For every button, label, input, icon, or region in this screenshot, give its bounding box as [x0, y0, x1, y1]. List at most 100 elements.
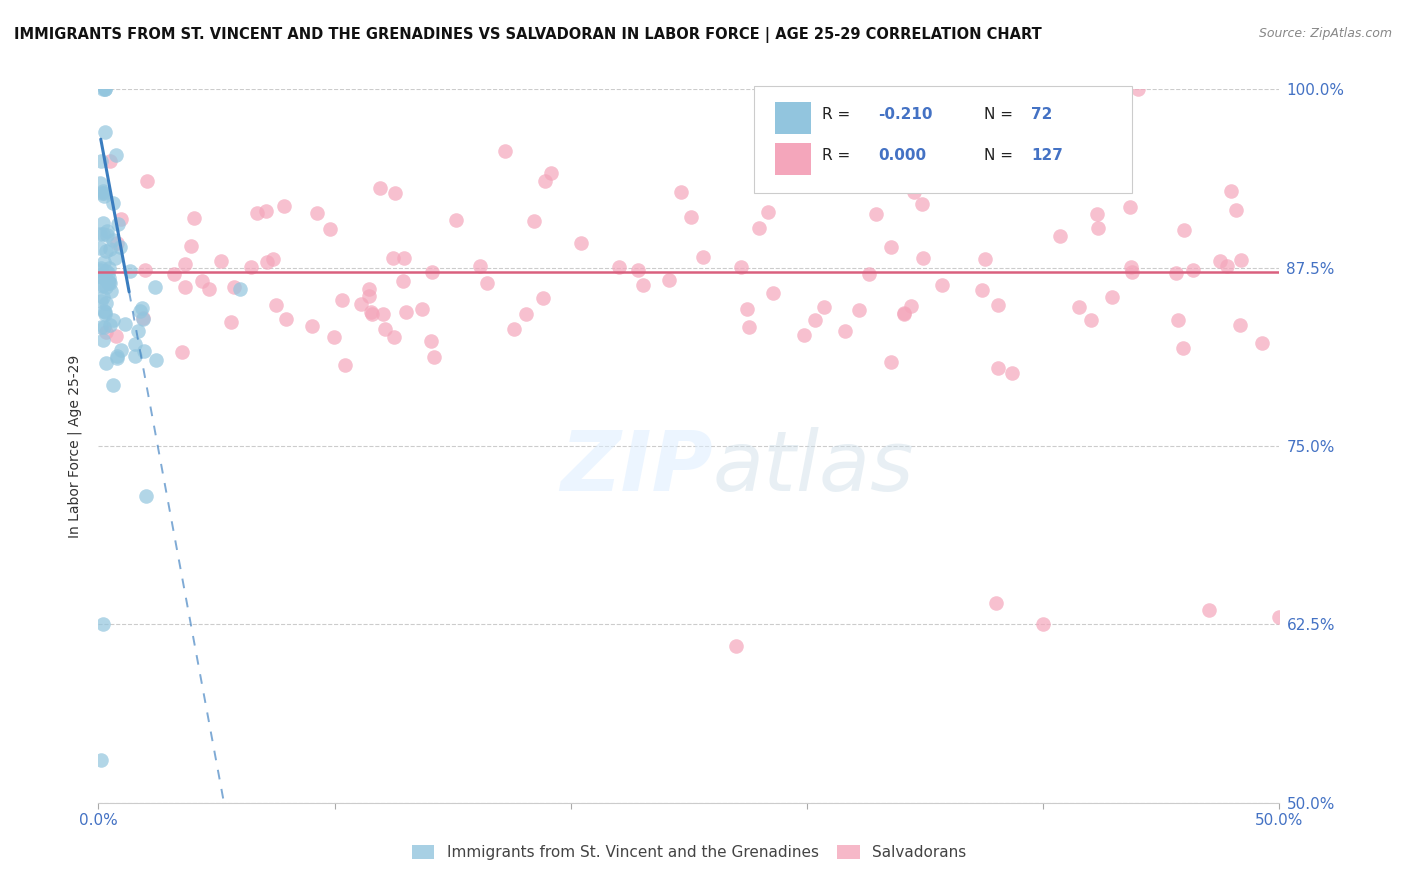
Point: [145, 279, 167, 293]
Point: [533, 174, 555, 188]
Point: [865, 207, 887, 221]
Point: [131, 301, 153, 315]
Point: [135, 174, 157, 188]
Point: [94, 296, 117, 310]
Point: [134, 262, 156, 277]
Point: [1220, 184, 1243, 198]
Point: [93, 303, 115, 318]
Point: [105, 235, 128, 250]
Text: IMMIGRANTS FROM ST. VINCENT AND THE GRENADINES VS SALVADORAN IN LABOR FORCE | AG: IMMIGRANTS FROM ST. VINCENT AND THE GREN…: [14, 27, 1042, 43]
Point: [942, 179, 965, 194]
Point: [274, 312, 297, 326]
Point: [1032, 617, 1054, 632]
Point: [444, 212, 467, 227]
Point: [1126, 82, 1149, 96]
Point: [91, 617, 114, 632]
Point: [1121, 265, 1143, 279]
Point: [98, 242, 121, 256]
Point: [89, 241, 111, 255]
Point: [114, 317, 136, 331]
Point: [240, 260, 263, 274]
Point: [93, 320, 115, 334]
Point: [360, 305, 382, 319]
Point: [264, 298, 287, 312]
Point: [748, 221, 770, 235]
Point: [1181, 263, 1204, 277]
Point: [101, 195, 124, 210]
Point: [91, 270, 114, 285]
Point: [91, 184, 114, 198]
Point: [371, 307, 394, 321]
Text: Source: ZipAtlas.com: Source: ZipAtlas.com: [1258, 27, 1392, 40]
Point: [180, 238, 202, 252]
Point: [384, 186, 406, 200]
Point: [658, 273, 681, 287]
Point: [1230, 252, 1253, 267]
Point: [931, 166, 953, 180]
Point: [190, 274, 212, 288]
Point: [90, 268, 112, 282]
Point: [970, 283, 993, 297]
Point: [124, 349, 146, 363]
Point: [330, 293, 353, 308]
Point: [395, 304, 418, 318]
Point: [96, 244, 118, 258]
Text: -0.210: -0.210: [877, 107, 932, 122]
Point: [633, 278, 655, 293]
Point: [98, 261, 121, 276]
Point: [475, 277, 498, 291]
Point: [737, 301, 759, 316]
Point: [1080, 313, 1102, 327]
Point: [813, 300, 835, 314]
Point: [305, 206, 328, 220]
Point: [110, 211, 132, 226]
Point: [987, 298, 1010, 312]
Point: [1171, 341, 1194, 355]
Point: [880, 355, 903, 369]
Point: [100, 284, 122, 298]
Point: [132, 344, 155, 359]
Point: [671, 185, 693, 199]
Point: [94, 125, 117, 139]
Point: [725, 639, 748, 653]
Point: [911, 197, 934, 211]
Point: [738, 320, 761, 334]
Point: [108, 240, 131, 254]
Point: [848, 302, 870, 317]
Point: [333, 358, 356, 372]
Point: [1087, 221, 1109, 235]
Point: [692, 250, 714, 264]
Point: [98, 318, 121, 332]
Point: [89, 263, 111, 277]
Point: [502, 322, 524, 336]
Point: [273, 199, 295, 213]
Point: [104, 329, 127, 343]
Point: [91, 82, 114, 96]
Point: [98, 276, 121, 290]
Point: [90, 319, 112, 334]
Point: [90, 153, 112, 168]
Point: [681, 210, 703, 224]
Point: [540, 166, 562, 180]
Point: [1167, 312, 1189, 326]
Point: [804, 313, 827, 327]
Point: [1268, 610, 1291, 624]
Point: [382, 330, 405, 344]
Point: [1216, 259, 1239, 273]
Point: [301, 319, 323, 334]
Point: [360, 307, 382, 321]
Point: [1067, 300, 1090, 314]
Point: [357, 289, 380, 303]
Point: [1198, 603, 1220, 617]
Point: [246, 206, 269, 220]
Point: [163, 267, 186, 281]
Point: [515, 307, 537, 321]
Point: [1049, 228, 1071, 243]
Point: [1229, 318, 1251, 333]
Point: [105, 350, 128, 364]
Point: [762, 285, 785, 300]
Point: [104, 147, 127, 161]
Point: [91, 277, 114, 292]
Point: [368, 181, 391, 195]
Point: [94, 307, 117, 321]
